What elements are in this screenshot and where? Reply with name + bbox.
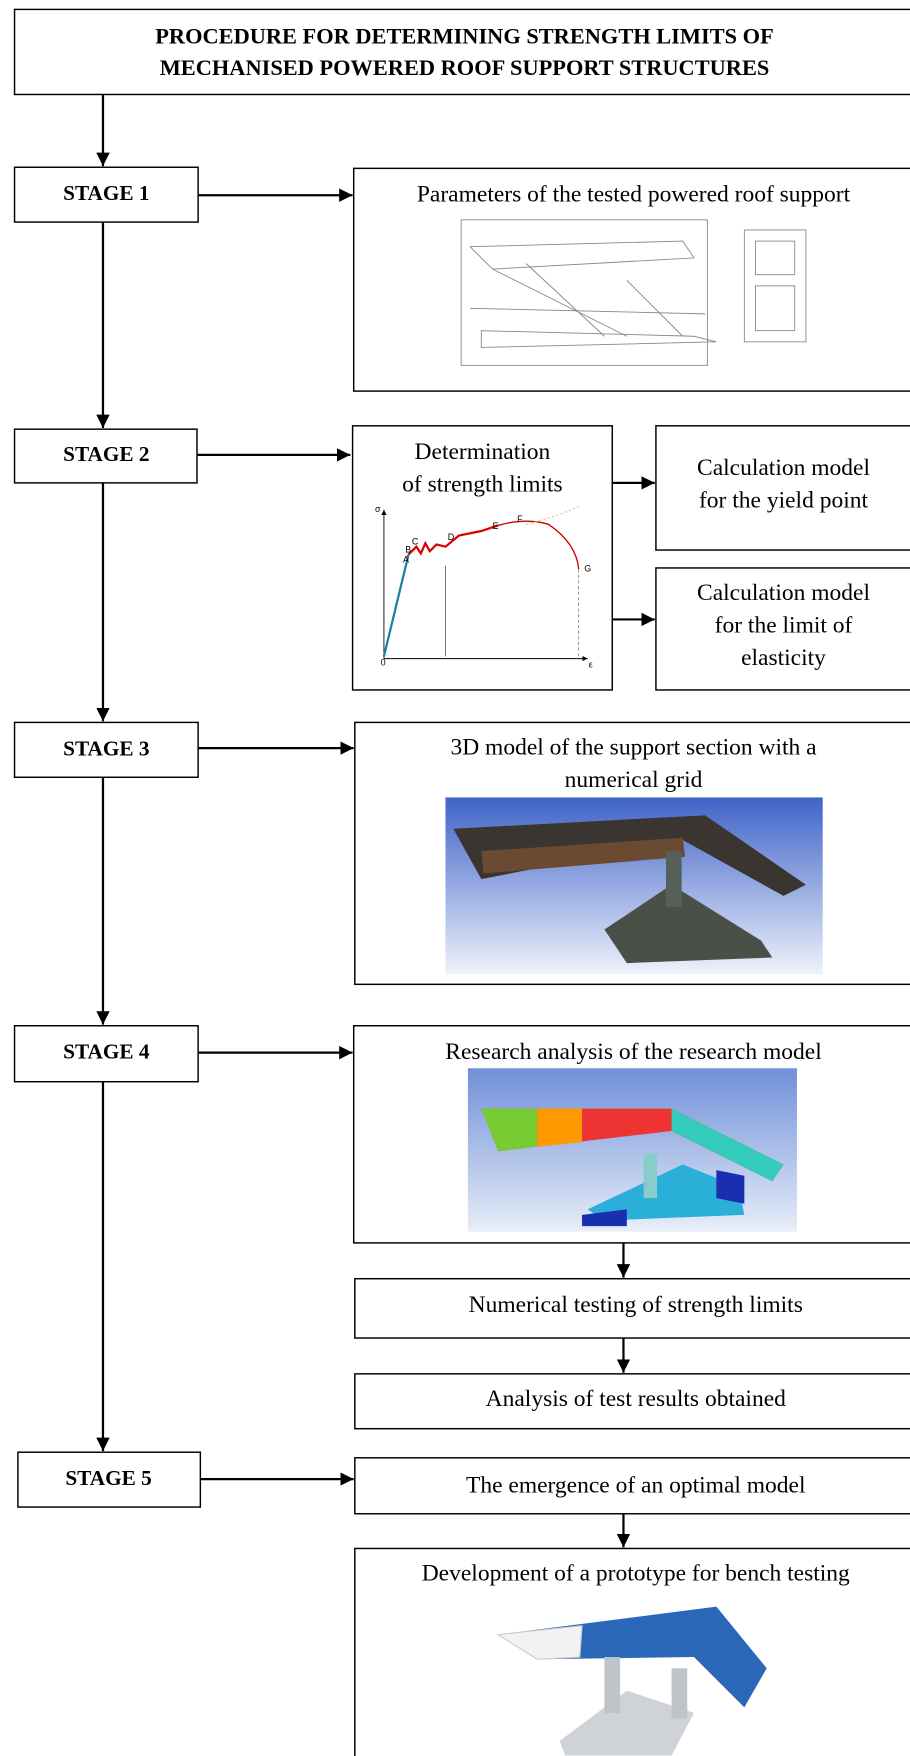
box-text: for the yield point [699,487,869,513]
box-text: 3D model of the support section with a [450,735,817,761]
graph-label: G [584,563,591,573]
box-text: Parameters of the tested powered roof su… [417,182,851,208]
page: PROCEDURE FOR DETERMINING STRENGTH LIMIT… [0,0,910,1756]
stage-label: STAGE 4 [63,1040,150,1064]
box-text: Development of a prototype for bench tes… [422,1561,850,1587]
stage-label: STAGE 3 [63,736,149,760]
graph-label: F [517,514,523,524]
stage-label: STAGE 1 [63,181,149,205]
box-text: The emergence of an optimal model [466,1472,806,1498]
determination-box [353,426,613,690]
graph-label: ε [589,660,593,670]
diagram: PROCEDURE FOR DETERMINING STRENGTH LIMIT… [0,0,910,1756]
stage-label: STAGE 5 [65,1466,151,1490]
graph-label: σ [375,504,381,514]
graph-label: C [412,537,419,547]
title: PROCEDURE FOR DETERMINING STRENGTH LIMIT… [155,24,774,49]
mesh-model-image [445,797,822,974]
box-text: Calculation model [697,580,870,606]
graph-label: E [492,521,498,531]
box-text: Research analysis of the research model [445,1039,822,1065]
graph-label: D [448,532,455,542]
box-text: Numerical testing of strength limits [469,1292,803,1318]
box-text: Calculation model [697,455,870,481]
box-text: of strength limits [402,472,563,498]
stage-label: STAGE 2 [63,442,149,466]
box-text: for the limit of [715,613,853,639]
box-text: Analysis of test results obtained [486,1386,786,1412]
box-text: numerical grid [565,767,703,793]
title-box [15,9,910,94]
graph-label: B [405,544,411,554]
fea-model-image [468,1068,797,1231]
box-text: elasticity [741,645,826,671]
graph-label: 0 [381,657,386,667]
box-text: Determination [415,439,551,465]
graph-label: A [403,554,409,564]
title: MECHANISED POWERED ROOF SUPPORT STRUCTUR… [160,55,770,80]
